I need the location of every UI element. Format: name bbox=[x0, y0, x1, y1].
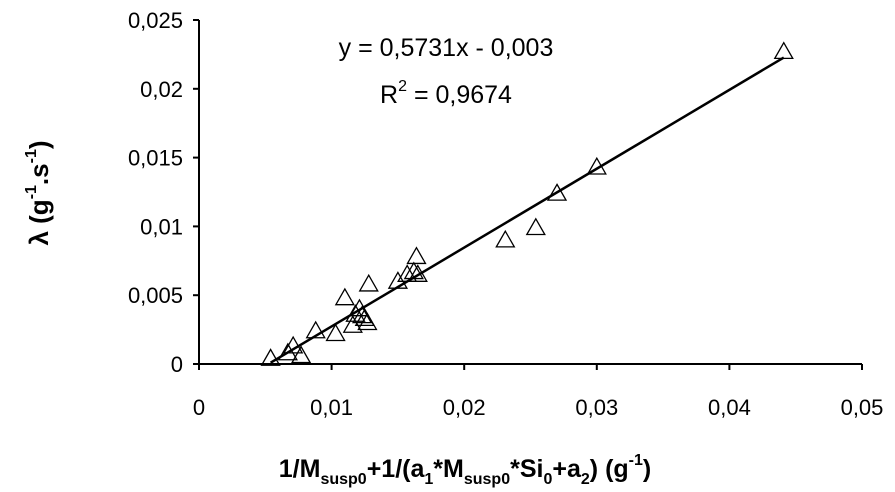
y-tick-label: 0,01 bbox=[140, 214, 183, 239]
data-point bbox=[336, 289, 354, 305]
data-point bbox=[496, 231, 514, 247]
trendline bbox=[271, 58, 784, 363]
y-tick-label: 0,02 bbox=[140, 77, 183, 102]
data-point bbox=[527, 219, 545, 235]
tick-labels: 0 0,005 0,01 0,015 0,02 0,025 0 0,01 0,02 0,03 0,0… bbox=[128, 8, 883, 420]
x-tick-label: 0,04 bbox=[708, 395, 751, 420]
data-point bbox=[407, 248, 425, 264]
trendline-equation: y = 0,5731x - 0,003 bbox=[339, 34, 554, 62]
axes bbox=[193, 20, 862, 370]
r-squared-label: R2 = 0,9674 bbox=[380, 78, 512, 109]
trendline-layer bbox=[271, 58, 784, 363]
y-tick-label: 0,025 bbox=[128, 8, 183, 33]
y-tick-label: 0,015 bbox=[128, 146, 183, 171]
x-tick-label: 0,02 bbox=[443, 395, 486, 420]
x-tick-label: 0,03 bbox=[575, 395, 618, 420]
x-tick-label: 0,05 bbox=[841, 395, 884, 420]
x-tick-label: 0,01 bbox=[310, 395, 353, 420]
data-point bbox=[262, 349, 280, 365]
x-axis-title: 1/Msusp0+1/(a1*Msusp0*Si0+a2) (g-1) bbox=[279, 452, 651, 488]
y-tick-label: 0,005 bbox=[128, 283, 183, 308]
y-axis-title: λ (g-1.s-1) bbox=[23, 140, 54, 245]
data-point bbox=[360, 275, 378, 291]
data-points bbox=[262, 43, 793, 366]
x-tick-label: 0 bbox=[193, 395, 205, 420]
data-point bbox=[775, 43, 793, 59]
y-tick-label: 0 bbox=[171, 352, 183, 377]
